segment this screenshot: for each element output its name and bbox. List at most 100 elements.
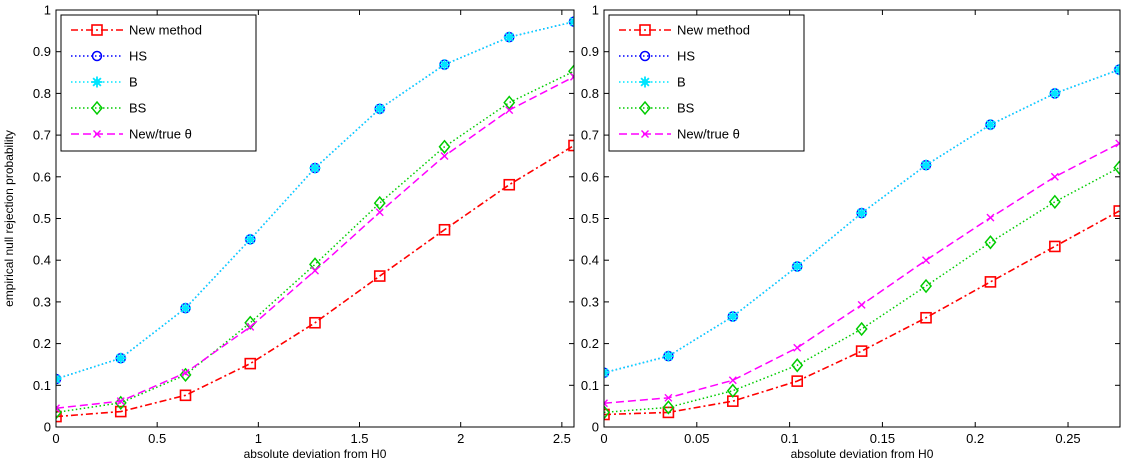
data-point-marker bbox=[244, 315, 257, 330]
data-point-marker bbox=[1113, 205, 1120, 217]
legend-item: New method bbox=[71, 23, 202, 38]
legend-item: New/true θ bbox=[71, 127, 192, 142]
x-tick-label: 2.5 bbox=[553, 431, 571, 446]
legend-label: New/true θ bbox=[129, 127, 192, 142]
data-point-marker bbox=[181, 368, 190, 377]
x-tick-label: 0.5 bbox=[148, 431, 166, 446]
legend-marker bbox=[639, 50, 651, 62]
data-point-marker bbox=[570, 72, 574, 81]
data-point-marker bbox=[505, 106, 514, 115]
series-b bbox=[604, 64, 1120, 379]
data-point-marker bbox=[1113, 160, 1120, 175]
y-tick-label: 0.5 bbox=[581, 211, 599, 226]
data-point-marker bbox=[375, 208, 384, 217]
data-point-marker bbox=[503, 31, 515, 43]
y-tick-label: 0.3 bbox=[581, 294, 599, 309]
legend-label: New/true θ bbox=[677, 127, 740, 142]
legend-item: New method bbox=[619, 23, 750, 38]
data-point-marker bbox=[309, 316, 321, 329]
legend-label: B bbox=[129, 75, 138, 90]
legend-marker bbox=[639, 76, 651, 88]
y-tick-label: 0.4 bbox=[33, 253, 51, 268]
y-tick-label: 0.2 bbox=[33, 336, 51, 351]
y-tick-label: 0.8 bbox=[33, 86, 51, 101]
data-point-marker bbox=[1115, 139, 1120, 148]
series-new-method bbox=[56, 139, 574, 423]
legend-box bbox=[60, 14, 257, 152]
series-line bbox=[604, 166, 1120, 414]
y-tick-label: 0.7 bbox=[33, 128, 51, 143]
legend-item: New/true θ bbox=[619, 127, 740, 142]
data-point-marker bbox=[793, 343, 802, 352]
x-axis-label: absolute deviation from H0 bbox=[791, 447, 934, 461]
data-point-marker bbox=[56, 373, 62, 385]
series-line bbox=[56, 144, 574, 418]
data-point-marker bbox=[857, 300, 866, 309]
x-tick-label: 2 bbox=[457, 431, 464, 446]
legend-marker bbox=[639, 100, 651, 116]
series-line bbox=[604, 210, 1120, 416]
series-new-method bbox=[604, 205, 1120, 421]
data-point-marker bbox=[311, 266, 319, 275]
y-tick-label: 0.9 bbox=[33, 44, 51, 59]
series-layer bbox=[604, 64, 1120, 421]
y-tick-label: 0.8 bbox=[581, 86, 599, 101]
data-point-marker bbox=[791, 358, 804, 373]
data-point-marker bbox=[309, 162, 321, 174]
legend-label: BS bbox=[129, 101, 147, 116]
data-point-marker bbox=[373, 195, 386, 211]
chart-panel-1: 0 0.5 1 1.5 2 2.5 0 0.1 0.2 0.3 0.4 0.5 0.6 0.7 0.8 0.9… bbox=[2, 3, 575, 461]
y-tick-label: 0.9 bbox=[581, 44, 599, 59]
legend-label: HS bbox=[677, 49, 695, 64]
data-point-marker bbox=[856, 207, 868, 219]
series-new-true- bbox=[604, 139, 1120, 408]
data-point-marker bbox=[116, 397, 125, 406]
data-point-marker bbox=[986, 213, 995, 222]
y-tick-label: 0 bbox=[44, 420, 51, 435]
data-point-marker bbox=[1048, 194, 1061, 209]
data-point-marker bbox=[503, 95, 516, 110]
legend-item: BS bbox=[71, 101, 147, 116]
x-tick-label: 0.05 bbox=[684, 431, 709, 446]
y-tick-label: 0.7 bbox=[581, 128, 599, 143]
data-point-marker bbox=[920, 159, 932, 171]
legend-marker bbox=[91, 24, 103, 36]
y-tick-label: 0.6 bbox=[33, 169, 51, 184]
data-point-marker bbox=[604, 399, 608, 408]
legend-marker bbox=[639, 24, 651, 36]
data-point-marker bbox=[984, 235, 997, 250]
data-point-marker bbox=[1050, 172, 1059, 181]
data-point-marker bbox=[56, 405, 62, 420]
data-point-marker bbox=[244, 233, 256, 245]
data-point-marker bbox=[728, 376, 737, 385]
x-tick-label: 0.15 bbox=[870, 431, 895, 446]
data-point-marker bbox=[114, 405, 127, 418]
y-tick-label: 0 bbox=[592, 420, 599, 435]
data-point-marker bbox=[568, 16, 574, 28]
x-tick-label: 1 bbox=[255, 431, 262, 446]
legend-label: New method bbox=[129, 23, 202, 38]
legend: New method HS B BS New/true θ bbox=[608, 14, 805, 152]
legend-label: HS bbox=[129, 49, 147, 64]
data-point-marker bbox=[568, 139, 574, 152]
legend-item: HS bbox=[619, 49, 695, 64]
data-point-marker bbox=[855, 345, 868, 357]
data-point-marker bbox=[1049, 87, 1061, 99]
data-point-marker bbox=[727, 310, 739, 322]
y-tick-label: 0.6 bbox=[581, 169, 599, 184]
legend-item: HS bbox=[71, 49, 147, 64]
y-tick-label: 0.4 bbox=[581, 253, 599, 268]
series-layer bbox=[56, 16, 574, 423]
legend-marker bbox=[641, 130, 649, 138]
data-point-marker bbox=[373, 270, 386, 282]
data-point-marker bbox=[438, 223, 451, 236]
legend-item: BS bbox=[619, 101, 695, 116]
legend-box bbox=[608, 14, 805, 152]
data-point-marker bbox=[56, 404, 60, 413]
data-point-marker bbox=[791, 260, 803, 272]
data-point-marker bbox=[855, 321, 868, 337]
x-axis-label: absolute deviation from H0 bbox=[244, 447, 387, 461]
data-point-marker bbox=[920, 311, 932, 324]
data-point-marker bbox=[662, 400, 675, 415]
data-point-marker bbox=[726, 383, 739, 398]
